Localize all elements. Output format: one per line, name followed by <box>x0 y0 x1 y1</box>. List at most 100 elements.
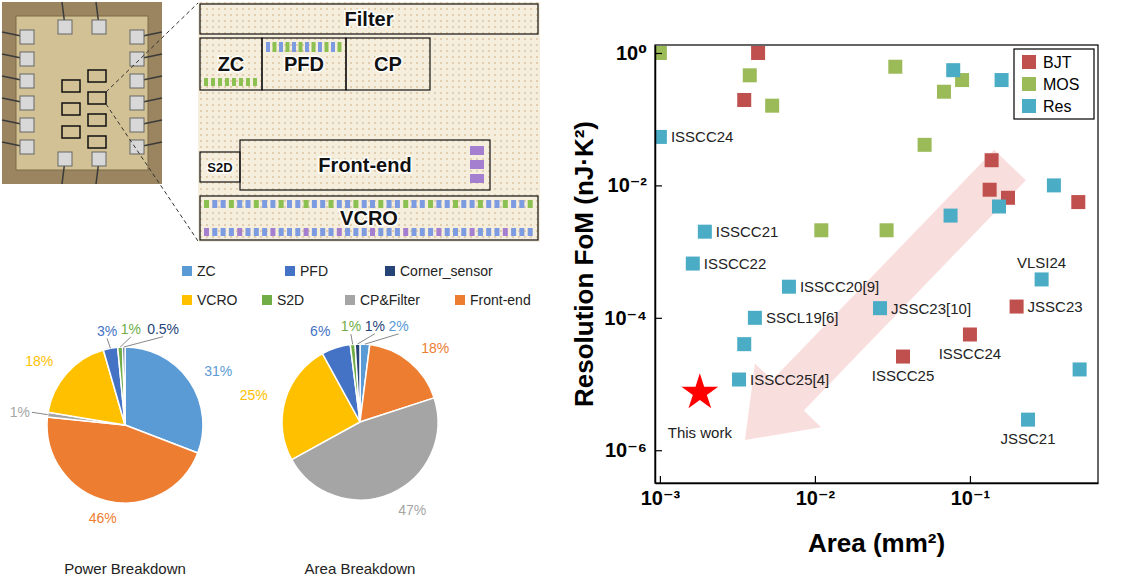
x-axis-line <box>656 483 1099 485</box>
y-axis-title: Resolution FoM (nJ·K²) <box>569 121 599 407</box>
legend-item: VCRO <box>182 292 238 308</box>
layout-cell <box>331 42 335 52</box>
y-tick-mark <box>655 318 662 319</box>
layout-cell <box>470 146 484 155</box>
layout-cell <box>295 200 300 208</box>
layout-cell <box>262 228 267 236</box>
legend-swatch <box>262 295 272 305</box>
legend-item: Res <box>1022 98 1071 115</box>
legend-label: Front-end <box>470 292 531 308</box>
layout-cell <box>362 228 367 236</box>
layout-cell <box>470 200 475 208</box>
legend-label: VCRO <box>197 292 238 308</box>
y-axis: 10⁻⁶10⁻⁴10⁻²10⁰ <box>604 42 662 484</box>
data-point <box>880 223 894 237</box>
legend-label: BJT <box>1043 54 1072 71</box>
layout-cell <box>273 42 277 52</box>
data-label: 2% <box>388 318 408 334</box>
layout-cell <box>237 200 242 208</box>
layout-cell <box>305 42 309 52</box>
layout-block <box>200 152 240 182</box>
layout-cell <box>312 42 316 52</box>
layout-cell <box>218 78 222 86</box>
layout-cell <box>453 200 458 208</box>
pie-slice <box>322 345 360 422</box>
pie-slice <box>47 417 198 503</box>
point-label: JSSC23[10] <box>891 300 971 317</box>
zoom-line <box>106 3 198 92</box>
plot-frame <box>655 45 1098 483</box>
layout-cell <box>229 200 234 208</box>
zoom-line <box>106 104 198 241</box>
point-label: VLSI24 <box>1017 254 1066 271</box>
x-tick: 10⁻¹ <box>951 476 991 509</box>
data-point <box>995 73 1009 87</box>
point-label: ISSCC20[9] <box>800 278 879 295</box>
legend-item: Front-end <box>455 292 531 308</box>
layout-cell <box>329 228 334 236</box>
legend-item: MOS <box>1022 76 1079 93</box>
legend-label: S2D <box>277 292 304 308</box>
layout-cell <box>211 78 215 86</box>
layout-cell <box>511 200 516 208</box>
y-tick: 10⁻² <box>608 174 662 196</box>
layout-cell <box>312 200 317 208</box>
bond-pad <box>92 20 106 34</box>
die-circuit <box>62 103 80 115</box>
layout-cell <box>253 78 257 86</box>
x-tick: 10⁻² <box>796 476 836 509</box>
legend-swatch <box>1022 55 1036 69</box>
layout-cell <box>519 200 524 208</box>
pie-slice <box>123 347 125 425</box>
legend-item: S2D <box>262 292 304 308</box>
layout-cell <box>495 228 500 236</box>
data-label: 1% <box>341 318 361 334</box>
point-label: ISSCC21 <box>716 223 779 240</box>
pie-slice <box>350 344 360 422</box>
die-circuit <box>88 92 106 104</box>
layout-cell <box>232 78 236 86</box>
pie-title: Power Breakdown <box>64 560 186 577</box>
pie-slices <box>47 347 203 503</box>
pie-chart: 2%18%47%25%6%1%1%Area Breakdown <box>240 318 449 577</box>
x-tick-mark <box>660 476 661 483</box>
layout-cell <box>345 228 350 236</box>
pie-slice <box>118 347 125 425</box>
layout-cell <box>486 228 491 236</box>
legend-item: ZC <box>182 263 216 279</box>
layout-cell <box>279 228 284 236</box>
x-tick-label: 10⁻³ <box>641 487 681 509</box>
y-tick-mark <box>655 450 662 451</box>
layout-cell <box>478 200 483 208</box>
data-label: 1% <box>365 318 385 334</box>
legend-swatch <box>345 295 355 305</box>
layout-cell <box>287 200 292 208</box>
layout-cell <box>478 228 483 236</box>
point-label: ISSCC22 <box>704 255 767 272</box>
layout-cell <box>279 42 283 52</box>
y-tick-label: 10⁰ <box>616 42 647 64</box>
legend-label: PFD <box>300 263 328 279</box>
series-points <box>655 46 969 237</box>
legend-label: Res <box>1043 98 1071 115</box>
layout-cell <box>403 200 408 208</box>
legend: ZCFront-endCP&FilterVCROPFDS2DCorner_sen… <box>182 263 531 308</box>
layout-cell <box>338 42 342 52</box>
legend: BJT MOS Res <box>1014 49 1094 119</box>
data-label: 0.5% <box>147 321 179 337</box>
y-tick: 10⁻⁶ <box>605 439 662 461</box>
leader-line <box>124 337 163 347</box>
data-point <box>732 373 746 387</box>
bond-pad <box>20 74 34 88</box>
layout-cell <box>287 228 292 236</box>
point-label: JSSC21 <box>1001 430 1056 447</box>
layout-block-label: Filter <box>345 8 394 30</box>
data-point <box>1073 362 1087 376</box>
layout-cell <box>204 228 209 236</box>
bond-pad <box>130 52 144 66</box>
layout-cell <box>211 78 215 86</box>
layout-cell <box>486 200 491 208</box>
legend-label: CP&Filter <box>360 292 420 308</box>
data-point <box>946 63 960 77</box>
bond-pad <box>58 152 72 166</box>
